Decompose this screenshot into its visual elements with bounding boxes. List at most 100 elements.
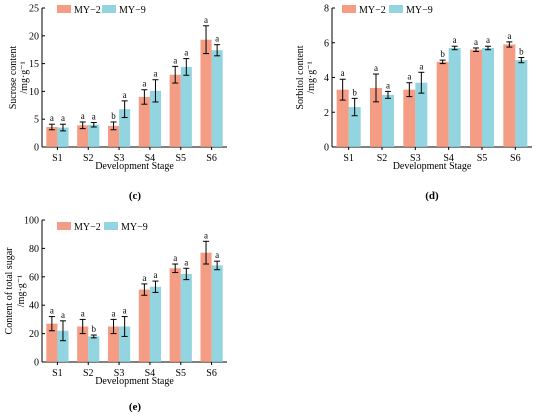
bar-my9-s3 xyxy=(119,326,131,362)
bar-my2-s3 xyxy=(107,326,120,362)
bar-my2-s1 xyxy=(46,126,58,147)
x-tick-label: S6 xyxy=(510,153,521,164)
significance-letter: a xyxy=(386,80,390,90)
significance-letter: a xyxy=(341,68,345,78)
bar-my9-s1 xyxy=(348,107,361,147)
bar-my2-s2 xyxy=(77,326,89,362)
legend-label-my9: MY−9 xyxy=(119,5,146,16)
y-tick-label: 20 xyxy=(29,31,39,42)
bar-my9-s6 xyxy=(211,50,223,148)
significance-letter: b xyxy=(352,87,357,97)
x-tick-label: S3 xyxy=(114,153,125,164)
significance-letter: a xyxy=(153,270,157,280)
significance-letter: a xyxy=(173,253,177,263)
significance-letter: a xyxy=(81,111,85,121)
significance-letter: a xyxy=(204,230,208,240)
y-axis-title: Sorbitol content xyxy=(295,45,306,109)
y-axis-unit: /mg·g⁻¹ xyxy=(306,61,317,93)
significance-letter: a xyxy=(204,15,208,25)
legend-swatch-my2 xyxy=(57,222,71,230)
bar-my2-s3 xyxy=(107,125,120,147)
significance-letter: b xyxy=(92,324,97,334)
legend-label-my9: MY−9 xyxy=(121,222,148,233)
bar-my2-s2 xyxy=(370,87,382,147)
significance-letter: a xyxy=(142,79,146,89)
bar-my9-s2 xyxy=(88,336,100,362)
x-axis-title: Development Stage xyxy=(95,376,174,387)
significance-letter: a xyxy=(407,72,411,82)
y-tick-label: 0 xyxy=(34,358,39,369)
y-axis-unit: /mg·g⁻¹ xyxy=(19,61,30,93)
panel-label: (c) xyxy=(129,190,142,202)
y-tick-label: 6 xyxy=(324,38,329,49)
bar-my2-s5 xyxy=(169,74,181,147)
y-tick-label: 20 xyxy=(29,329,39,340)
x-tick-label: S3 xyxy=(114,368,125,379)
x-tick-label: S2 xyxy=(83,153,94,164)
bar-my9-s1 xyxy=(57,330,69,362)
significance-letter: a xyxy=(92,112,96,122)
significance-letter: a xyxy=(112,308,116,318)
bar-my2-s4 xyxy=(138,96,150,147)
bar-my2-s1 xyxy=(46,323,58,362)
y-axis-title: Content of total sugar xyxy=(4,247,15,335)
y-tick-label: 4 xyxy=(324,73,329,84)
x-tick-label: S5 xyxy=(477,153,488,164)
legend-swatch-my2 xyxy=(342,5,356,13)
panel-label: (e) xyxy=(129,401,142,413)
y-tick-label: 25 xyxy=(29,4,39,15)
x-tick-label: S3 xyxy=(410,153,421,164)
significance-letter: a xyxy=(61,113,65,123)
y-tick-label: 0 xyxy=(324,143,329,154)
significance-letter: a xyxy=(374,63,378,73)
bar-my2-s2 xyxy=(77,125,89,147)
bar-my9-s5 xyxy=(180,66,192,147)
significance-letter: a xyxy=(142,273,146,283)
legend-label-my9: MY−9 xyxy=(406,5,433,16)
significance-letter: a xyxy=(486,35,490,45)
legend-label-my2: MY−2 xyxy=(74,222,101,233)
significance-letter: a xyxy=(50,113,54,123)
x-tick-label: S4 xyxy=(145,153,156,164)
x-tick-label: S6 xyxy=(206,368,217,379)
bar-my2-s6 xyxy=(503,44,516,147)
y-tick-label: 60 xyxy=(29,272,39,283)
y-axis-title: Sucrose content xyxy=(8,45,19,109)
x-tick-label: S5 xyxy=(175,153,186,164)
legend-label-my2: MY−2 xyxy=(74,5,101,16)
y-tick-label: 10 xyxy=(29,87,39,98)
significance-letter: a xyxy=(507,31,511,41)
bar-my2-s5 xyxy=(470,49,482,148)
bar-my9-s3 xyxy=(119,109,131,147)
y-tick-label: 0 xyxy=(34,143,39,154)
bar-my2-s3 xyxy=(403,89,416,147)
x-axis-title: Development Stage xyxy=(393,161,472,172)
significance-letter: a xyxy=(61,310,65,320)
x-tick-label: S4 xyxy=(145,368,156,379)
x-tick-label: S6 xyxy=(206,153,217,164)
significance-letter: a xyxy=(215,250,219,260)
x-tick-label: S2 xyxy=(83,368,94,379)
y-tick-label: 5 xyxy=(34,115,39,126)
bar-my2-s4 xyxy=(436,61,449,147)
bar-my9-s3 xyxy=(415,82,428,147)
bar-my9-s5 xyxy=(482,47,494,147)
y-tick-label: 40 xyxy=(29,301,39,312)
significance-letter: a xyxy=(184,48,188,58)
bar-my9-s2 xyxy=(382,94,394,147)
y-tick-label: 100 xyxy=(24,216,39,227)
significance-letter: a xyxy=(153,69,157,79)
significance-letter: b xyxy=(519,47,524,57)
significance-letter: b xyxy=(440,49,445,59)
x-tick-label: S1 xyxy=(343,153,354,164)
legend-label-my2: MY−2 xyxy=(359,5,386,16)
bar-my2-s6 xyxy=(200,39,212,147)
x-tick-label: S1 xyxy=(52,368,63,379)
bar-my9-s5 xyxy=(180,273,192,362)
bar-my9-s4 xyxy=(448,47,461,147)
y-tick-label: 8 xyxy=(324,4,329,15)
bar-my9-s4 xyxy=(149,286,162,362)
significance-letter: a xyxy=(215,34,219,44)
